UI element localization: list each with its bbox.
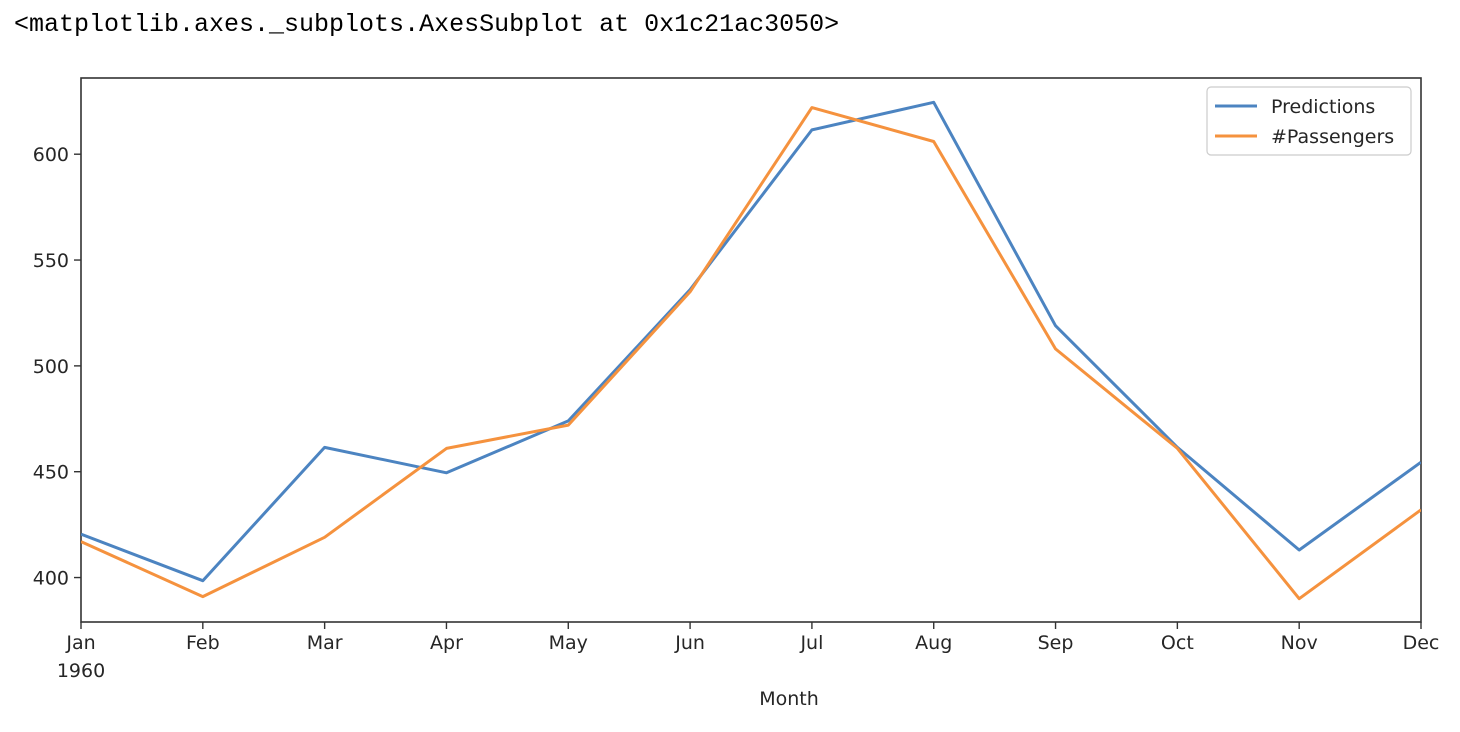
x-tick-label: Aug bbox=[915, 632, 952, 654]
x-tick-label: Jul bbox=[799, 632, 823, 654]
x-tick-label: Jan bbox=[65, 632, 95, 654]
x-tick-label: Oct bbox=[1161, 632, 1194, 654]
x-tick-label: May bbox=[549, 632, 588, 654]
x-axis-ticks: Jan Feb Mar Apr May Jun Jul Aug Sep Oct Nov Dec bbox=[65, 622, 1439, 654]
legend-entry-label: Predictions bbox=[1271, 96, 1375, 118]
series-layer bbox=[81, 100, 1421, 601]
y-axis-ticks: 400 450 500 550 600 bbox=[33, 144, 81, 590]
y-tick-label: 500 bbox=[33, 356, 69, 378]
x-tick-label: Jun bbox=[674, 632, 705, 654]
series-line-passengers bbox=[81, 106, 1421, 601]
x-tick-label: Nov bbox=[1281, 632, 1318, 654]
legend: Predictions #Passengers bbox=[1206, 86, 1412, 156]
axes-frame bbox=[80, 77, 1422, 623]
x-tick-label: Sep bbox=[1038, 632, 1074, 654]
x-tick-label: Mar bbox=[307, 632, 343, 654]
x-tick-label: Apr bbox=[430, 632, 463, 654]
x-axis-label: Month bbox=[759, 688, 819, 710]
y-tick-label: 400 bbox=[33, 568, 69, 590]
legend-box bbox=[1206, 86, 1412, 156]
y-tick-label: 550 bbox=[33, 250, 69, 272]
axes-border bbox=[80, 77, 1422, 623]
x-tick-label: Feb bbox=[186, 632, 220, 654]
y-tick-label: 450 bbox=[33, 462, 69, 484]
x-tick-label: Dec bbox=[1403, 632, 1440, 654]
x-axis-year-label: 1960 bbox=[57, 660, 105, 682]
series-line-predictions bbox=[81, 100, 1421, 583]
y-tick-label: 600 bbox=[33, 144, 69, 166]
legend-entry-label: #Passengers bbox=[1271, 126, 1394, 148]
output-repr-text: <matplotlib.axes._subplots.AxesSubplot a… bbox=[14, 10, 840, 39]
